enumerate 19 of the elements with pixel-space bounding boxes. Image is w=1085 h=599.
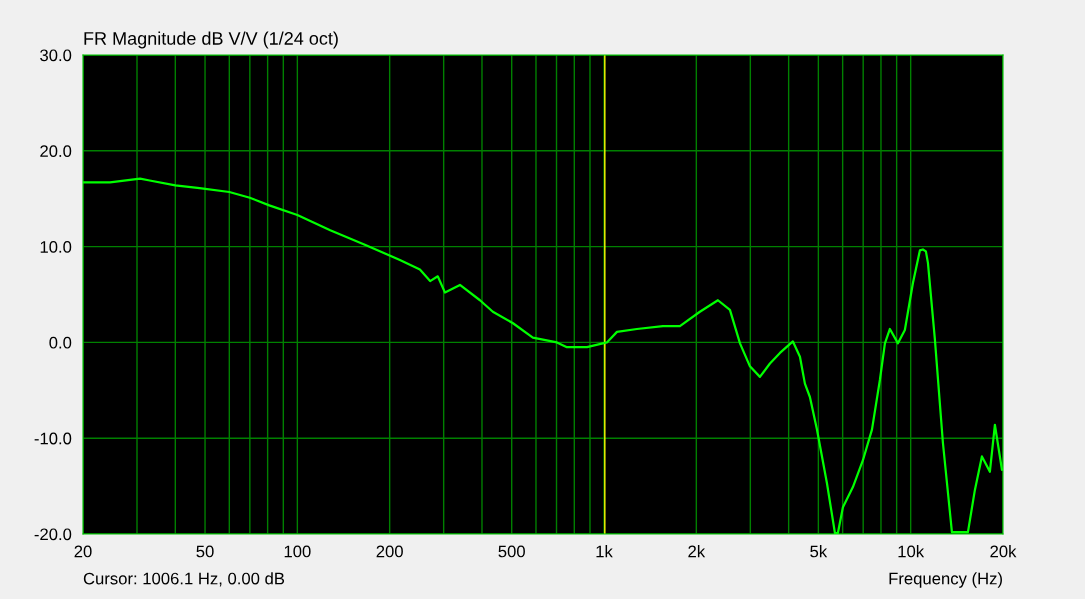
- x-tick-label: 2k: [688, 545, 706, 558]
- y-tick-label: 0.0: [49, 336, 72, 349]
- x-tick-label: 500: [498, 545, 525, 558]
- x-tick-label: 10k: [898, 545, 925, 558]
- x-tick-label: 1k: [596, 545, 613, 558]
- y-tick-label: -10.0: [34, 432, 72, 445]
- x-axis-title: Frequency (Hz): [889, 572, 1002, 588]
- x-tick-label: 100: [284, 545, 311, 558]
- y-tick-label: 10.0: [40, 241, 72, 253]
- y-tick-label: 30.0: [40, 49, 72, 62]
- y-tick-label: 20.0: [40, 145, 72, 157]
- x-tick-label: 20k: [990, 545, 1017, 558]
- x-tick-label: 20: [74, 545, 92, 558]
- chart-title: FR Magnitude dB V/V (1/24 oct): [84, 31, 338, 49]
- x-tick-label: 200: [376, 545, 403, 558]
- x-tick-label: 5k: [810, 545, 828, 558]
- x-tick-label: 50: [196, 545, 214, 558]
- y-tick-label: -20.0: [34, 528, 72, 541]
- text: Cursor: 1006.1 Hz, 0.00 dB: [83, 572, 285, 587]
